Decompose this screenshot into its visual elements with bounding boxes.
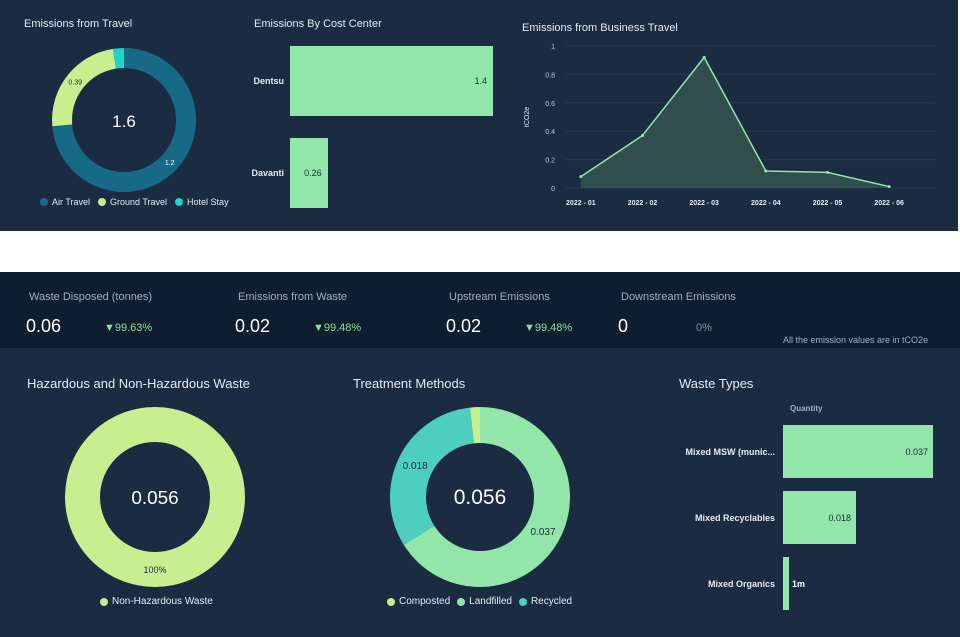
treatment-legend: Composted Landfilled Recycled [387,596,572,607]
cost-center-title: Emissions By Cost Center [254,18,382,30]
y-axis-label: tCO2e [524,107,531,127]
legend-recycled[interactable]: Recycled [518,596,573,607]
bar-value: 0.26 [304,168,322,178]
business-travel-title: Emissions from Business Travel [522,22,678,34]
slice-label: 0.037 [531,527,556,538]
x-tick-label: 2022 - 04 [751,200,781,207]
bar-davanti[interactable]: 0.26 [290,138,328,208]
slice-label: 0.018 [403,461,428,472]
data-point[interactable] [579,175,583,179]
x-tick-label: 2022 - 01 [566,200,596,207]
y-tick-label: 0 [551,186,555,193]
bar-value: 0.018 [828,513,851,523]
slice-landfilled[interactable] [403,407,570,587]
kpi-delta: ▼99.48% [313,322,362,334]
kpi-label: Waste Disposed (tonnes) [29,291,153,303]
y-tick-label: 1 [551,44,555,51]
kpi-label: Downstream Emissions [621,291,736,303]
business-travel-area-chart: 0 0.2 0.4 0.6 0.8 1 tCO2e 2022 - 01 2022 - 02 202… [524,44,935,207]
legend-label: Composted [399,596,451,607]
kpi-strip [0,272,960,348]
data-point[interactable] [887,185,891,189]
kpi-value: 0.02 [446,316,482,336]
slice-label: 0.39 [68,80,82,87]
slice-non-hazardous-waste[interactable] [65,407,245,587]
slice-ground-travel[interactable] [52,48,117,127]
slice-label: 1.2 [165,160,175,167]
kpi-delta: ▼99.48% [524,322,573,334]
waste-type-bar[interactable] [783,491,856,544]
data-point[interactable] [764,169,768,173]
legend-composted[interactable]: Composted [387,596,450,607]
y-tick-label: 0.4 [545,129,555,136]
bar-category-label: Mixed MSW (munic... [685,447,775,457]
units-note: All the emission values are in tCO2e [783,335,929,345]
legend-label: Landfilled [469,596,512,607]
bar-label-davanti: Davanti [251,168,284,178]
bar-dentsu[interactable]: 1.4 [290,46,493,116]
donut-total: 0.056 [131,488,178,509]
waste-type-bar[interactable] [783,557,789,610]
bar-label-dentsu: Dentsu [253,76,284,86]
area-fill [580,57,890,188]
kpi-value: 0 [618,316,629,336]
kpi-value: 0.06 [26,316,62,336]
waste-types-title: Waste Types [679,376,754,391]
legend-label: Non-Hazardous Waste [112,596,213,607]
slice-recycled[interactable] [390,407,474,545]
legend-ground-travel[interactable]: Ground Travel [98,197,167,207]
slice-label: 100% [143,565,166,575]
legend-hotel-stay[interactable]: Hotel Stay [175,197,229,207]
hazard-donut: 100% 0.056 [65,407,245,587]
bar-category-label: Mixed Organics [707,579,775,589]
data-point[interactable] [826,170,829,174]
bar-category-label: Mixed Recyclables [694,513,775,523]
travel-donut: 1.2 0.39 1.6 [52,48,197,192]
hazard-title: Hazardous and Non-Hazardous Waste [27,376,250,391]
waste-type-bar[interactable] [783,425,933,478]
travel-title: Emissions from Travel [24,18,133,30]
x-tick-label: 2022 - 05 [813,200,843,207]
x-tick-label: 2022 - 06 [874,200,904,207]
slice-composted[interactable] [469,407,480,444]
data-point[interactable] [702,55,706,59]
legend-non-hazardous[interactable]: Non-Hazardous Waste [100,596,213,607]
legend-label: Air Travel [52,197,91,207]
column-header-quantity: Quantity [790,404,823,413]
data-point[interactable] [641,133,644,137]
legend-label: Recycled [530,596,573,607]
legend-label: Ground Travel [110,197,168,207]
x-tick-label: 2022 - 02 [628,200,658,207]
y-tick-label: 0.2 [545,158,555,165]
slice-hotel-stay[interactable] [112,48,124,69]
legend-landfilled[interactable]: Landfilled [457,596,512,607]
kpi-delta: ▼99.63% [104,322,153,334]
bar-value: 1.4 [474,76,487,86]
bar-value: 0.037 [905,447,928,457]
bar-value: 1m [792,579,806,589]
travel-legend: Air Travel Ground Travel Hotel Stay [40,197,229,207]
legend-label: Hotel Stay [187,197,229,207]
x-tick-label: 2022 - 03 [689,200,719,207]
donut-total: 1.6 [112,112,136,131]
treatment-title: Treatment Methods [353,376,466,391]
legend-air-travel[interactable]: Air Travel [40,197,90,207]
kpi-value: 0.02 [235,316,271,336]
series-line [580,56,890,188]
y-tick-label: 0.6 [545,101,555,108]
kpi-label: Emissions from Waste [238,291,348,303]
donut-total: 0.056 [454,486,507,509]
kpi-label: Upstream Emissions [449,291,550,303]
treatment-donut: 0.037 0.018 0.056 [390,407,570,587]
y-tick-label: 0.8 [545,72,555,79]
kpi-delta: 0% [696,322,712,334]
